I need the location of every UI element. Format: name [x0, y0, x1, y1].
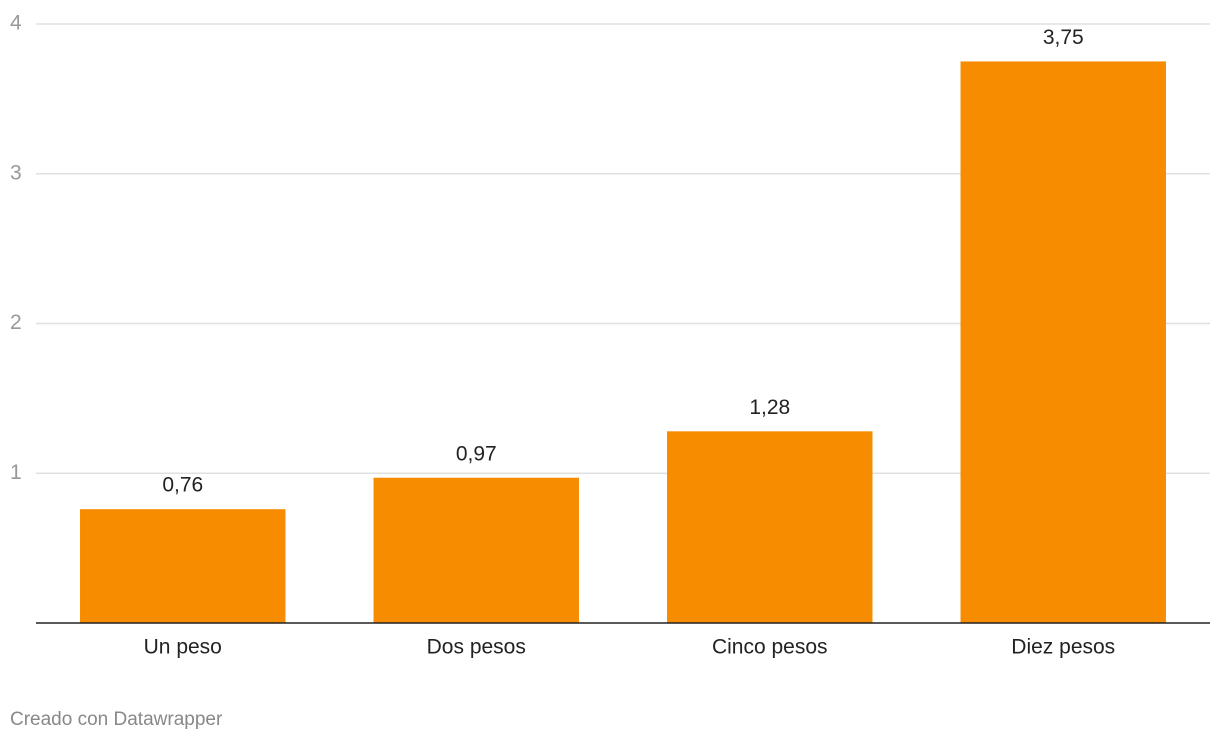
y-tick-label: 1	[10, 461, 22, 484]
y-tick-label: 4	[10, 12, 22, 35]
value-label: 3,75	[1043, 26, 1084, 49]
x-tick-label: Diez pesos	[1011, 636, 1115, 659]
x-tick-label: Un peso	[144, 636, 222, 659]
bar	[373, 477, 579, 623]
y-tick-label: 2	[10, 311, 22, 334]
bar	[960, 61, 1166, 623]
value-label: 0,76	[162, 474, 203, 497]
y-tick-label: 3	[10, 161, 22, 184]
x-tick-label: Dos pesos	[427, 636, 526, 659]
bar	[80, 509, 286, 623]
x-tick-label: Cinco pesos	[712, 636, 828, 659]
credit: Creado con Datawrapper	[10, 709, 223, 730]
value-label: 1,28	[749, 396, 790, 419]
bar	[667, 431, 873, 623]
value-label: 0,97	[456, 442, 497, 465]
